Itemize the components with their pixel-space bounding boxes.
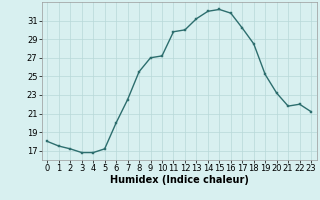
X-axis label: Humidex (Indice chaleur): Humidex (Indice chaleur) (110, 175, 249, 185)
